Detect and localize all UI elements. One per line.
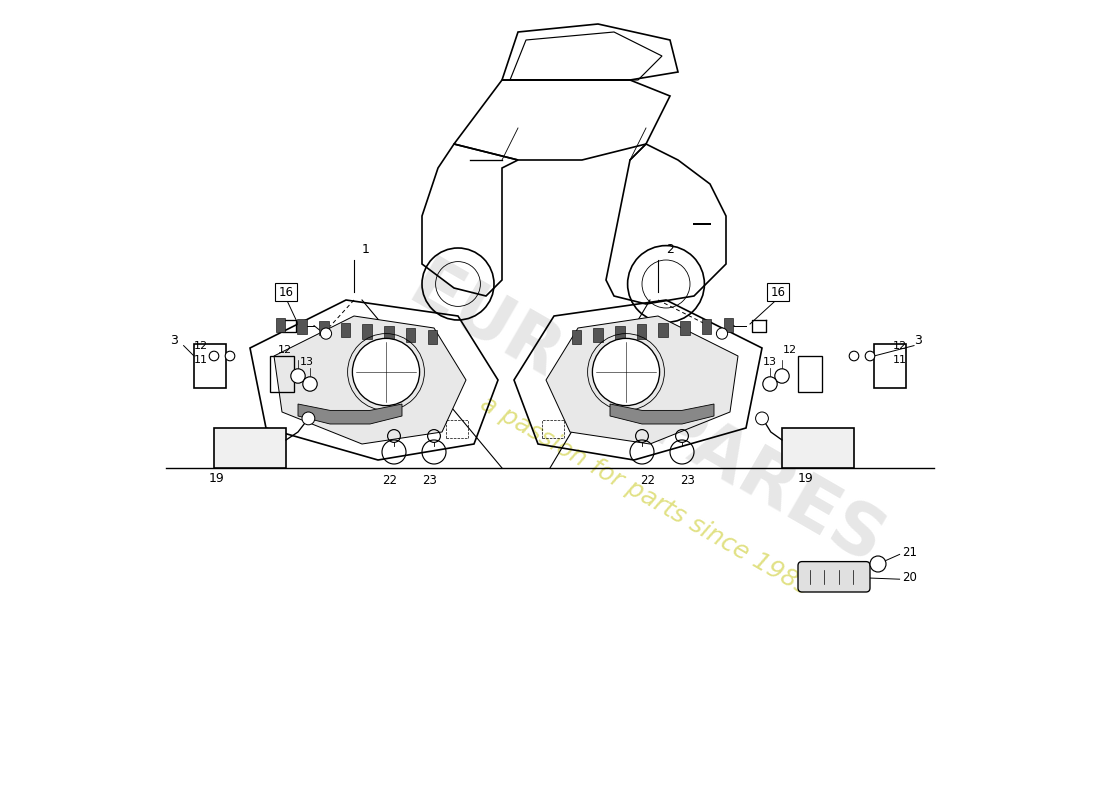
Polygon shape — [610, 404, 714, 424]
Circle shape — [320, 328, 331, 339]
Bar — [659, 322, 668, 337]
Bar — [270, 356, 294, 392]
Circle shape — [593, 338, 660, 406]
Circle shape — [762, 377, 778, 391]
Bar — [782, 428, 854, 468]
Text: 20: 20 — [902, 571, 917, 584]
Circle shape — [849, 351, 859, 361]
Bar — [341, 322, 350, 337]
Bar — [798, 356, 822, 392]
Text: 12: 12 — [892, 342, 906, 351]
Polygon shape — [546, 316, 738, 444]
Circle shape — [774, 369, 789, 383]
Bar — [572, 330, 581, 344]
Bar — [384, 326, 394, 341]
Circle shape — [290, 369, 305, 383]
Bar — [406, 328, 416, 342]
Bar — [446, 420, 469, 438]
Circle shape — [352, 338, 419, 406]
Text: 12: 12 — [194, 342, 208, 351]
Bar — [194, 344, 226, 388]
Circle shape — [716, 328, 727, 339]
Bar — [428, 330, 437, 344]
Text: 3: 3 — [170, 334, 178, 346]
Bar — [702, 319, 712, 334]
Text: 19: 19 — [209, 472, 224, 485]
FancyBboxPatch shape — [798, 562, 870, 592]
Text: 19: 19 — [799, 472, 814, 485]
Text: 16: 16 — [770, 286, 785, 298]
Text: 22: 22 — [640, 474, 656, 486]
Bar — [275, 283, 297, 301]
Circle shape — [302, 377, 317, 391]
Circle shape — [866, 351, 874, 361]
Text: 22: 22 — [383, 474, 397, 486]
Text: 12: 12 — [277, 346, 292, 355]
Circle shape — [870, 556, 886, 572]
Bar — [615, 326, 625, 341]
Bar — [276, 318, 285, 332]
Bar — [637, 325, 647, 339]
Bar — [319, 321, 329, 335]
Bar — [593, 328, 603, 342]
Circle shape — [756, 412, 769, 425]
Circle shape — [302, 412, 315, 425]
Bar — [363, 325, 372, 339]
Text: 16: 16 — [278, 286, 294, 298]
Bar — [542, 420, 564, 438]
Text: 23: 23 — [680, 474, 695, 486]
Circle shape — [226, 351, 234, 361]
Bar — [297, 319, 307, 334]
Text: 11: 11 — [892, 355, 906, 365]
Circle shape — [209, 351, 219, 361]
Text: 21: 21 — [902, 546, 917, 558]
Polygon shape — [298, 404, 402, 424]
Bar — [724, 318, 734, 332]
Bar — [767, 283, 789, 301]
Text: 13: 13 — [763, 357, 777, 366]
Bar — [214, 428, 286, 468]
Text: 12: 12 — [783, 346, 798, 355]
Text: 23: 23 — [422, 474, 438, 486]
Text: 11: 11 — [194, 355, 208, 365]
Text: 1: 1 — [362, 243, 370, 256]
Text: EUROSPARES: EUROSPARES — [396, 252, 895, 580]
Text: a passion for parts since 1985: a passion for parts since 1985 — [476, 391, 815, 601]
Text: 2: 2 — [666, 243, 674, 256]
Polygon shape — [274, 316, 466, 444]
Bar — [680, 321, 690, 335]
Text: 3: 3 — [914, 334, 922, 346]
Text: 13: 13 — [300, 357, 313, 366]
Bar — [874, 344, 906, 388]
